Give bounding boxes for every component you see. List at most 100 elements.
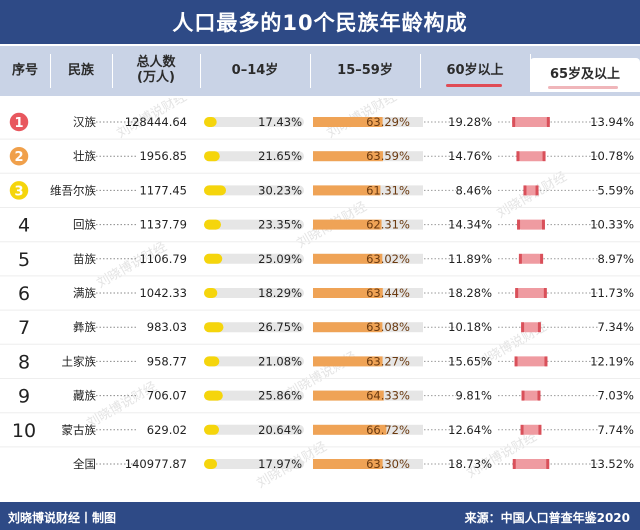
label-age-0-14: 17.43% bbox=[258, 115, 302, 129]
bar-age-65-cap bbox=[546, 459, 550, 469]
label-age-65-plus: 8.97% bbox=[597, 252, 634, 266]
bar-age-65-cap bbox=[512, 459, 516, 469]
label-age-65-plus: 13.52% bbox=[590, 457, 634, 471]
bar-age-15-59 bbox=[313, 459, 383, 469]
bar-track bbox=[204, 459, 304, 469]
bar-age-15-59 bbox=[313, 322, 383, 333]
bar-age-65-cap bbox=[515, 288, 519, 298]
rank-number: 3 bbox=[14, 184, 23, 199]
bar-age-15-59 bbox=[313, 117, 383, 127]
label-age-0-14: 26.75% bbox=[258, 320, 302, 334]
label-age-65-plus: 7.03% bbox=[597, 389, 634, 403]
label-age-0-14: 20.64% bbox=[258, 423, 302, 437]
bar-age-15-59 bbox=[313, 151, 383, 162]
header-divider bbox=[112, 54, 113, 88]
label-age-0-14: 21.65% bbox=[258, 149, 302, 163]
bar-track bbox=[204, 424, 304, 435]
ethnicity-name: 蒙古族 bbox=[62, 423, 97, 437]
bar-age-0-14 bbox=[204, 253, 223, 264]
bar-age-65-cap bbox=[541, 219, 545, 230]
label-age-15-59: 61.31% bbox=[366, 183, 410, 197]
chart-title: 人口最多的10个民族年龄构成 bbox=[0, 0, 640, 44]
bar-age-0-14 bbox=[204, 390, 223, 401]
bar-age-65-cap bbox=[544, 356, 548, 367]
label-age-15-59: 63.08% bbox=[366, 320, 410, 334]
bar-age-65-plus bbox=[520, 424, 542, 435]
label-age-0-14: 18.29% bbox=[258, 286, 302, 300]
bar-age-15-59 bbox=[313, 288, 383, 298]
total-population: 140977.87 bbox=[125, 457, 187, 471]
bar-age-0-14 bbox=[204, 356, 220, 367]
bar-age-65-plus bbox=[521, 322, 541, 333]
ethnicity-name: 彝族 bbox=[73, 320, 96, 334]
bar-track bbox=[204, 390, 304, 401]
total-population: 1106.79 bbox=[139, 252, 187, 266]
bar-age-65-cap bbox=[521, 390, 525, 401]
bar-age-65-cap bbox=[517, 219, 521, 230]
label-age-60-plus: 18.28% bbox=[448, 286, 492, 300]
age-65-underline bbox=[548, 86, 618, 89]
header-divider bbox=[310, 54, 311, 88]
label-age-0-14: 17.97% bbox=[258, 457, 302, 471]
ethnicity-name: 壮族 bbox=[73, 149, 96, 163]
label-age-60-plus: 9.81% bbox=[455, 389, 492, 403]
bar-age-65-plus bbox=[512, 459, 550, 469]
rank-badge bbox=[8, 179, 30, 202]
header-divider bbox=[50, 54, 51, 88]
bar-age-65-cap bbox=[543, 288, 547, 298]
footer-credit: 刘晓博说财经丨制图 bbox=[8, 511, 117, 525]
header-total: 总人数 (万人) bbox=[112, 46, 200, 96]
total-population: 958.77 bbox=[147, 354, 187, 368]
total-population: 1042.33 bbox=[139, 286, 187, 300]
bar-track bbox=[204, 253, 304, 264]
bar-age-65-cap bbox=[538, 424, 542, 435]
bar-age-0-14 bbox=[204, 219, 221, 230]
bar-age-65-plus bbox=[512, 117, 550, 127]
rank-number: 7 bbox=[18, 317, 30, 339]
column-header-row: 序号 民族 总人数 (万人) 0–14岁 15–59岁 60岁以上 65岁及以上 bbox=[0, 46, 640, 96]
label-age-15-59: 63.59% bbox=[366, 149, 410, 163]
age-60-underline bbox=[446, 84, 502, 87]
ethnicity-name: 回族 bbox=[73, 218, 96, 232]
bar-age-65-cap bbox=[512, 117, 516, 127]
bar-age-0-14 bbox=[204, 424, 220, 435]
label-age-65-plus: 12.19% bbox=[590, 354, 634, 368]
rank-number: 10 bbox=[12, 420, 36, 442]
ethnicity-name: 全国 bbox=[73, 457, 96, 471]
bar-age-15-59 bbox=[313, 219, 382, 230]
bar-age-65-cap bbox=[514, 356, 518, 367]
total-population: 706.07 bbox=[147, 389, 187, 403]
header-divider bbox=[200, 54, 201, 88]
label-age-15-59: 63.29% bbox=[366, 115, 410, 129]
watermark-text: 刘晓博说财经 bbox=[495, 169, 570, 221]
bar-age-65-cap bbox=[516, 151, 520, 162]
label-age-60-plus: 12.64% bbox=[448, 423, 492, 437]
rank-badge bbox=[8, 111, 30, 133]
bar-age-65-cap bbox=[546, 117, 550, 127]
footer-bar: 刘晓博说财经丨制图 来源：中国人口普查年鉴2020 bbox=[0, 502, 640, 530]
age-structure-table: 刘晓博说财经刘晓博说财经刘晓博说财经刘晓博说财经刘晓博说财经刘晓博说财经刘晓博说… bbox=[0, 98, 640, 491]
bar-age-65-plus bbox=[521, 390, 541, 401]
bar-age-65-cap bbox=[537, 322, 541, 333]
ethnicity-name: 苗族 bbox=[73, 252, 96, 266]
label-age-15-59: 64.33% bbox=[366, 389, 410, 403]
ethnicity-name: 土家族 bbox=[62, 354, 97, 368]
bar-age-65-plus bbox=[517, 219, 545, 230]
label-age-65-plus: 7.74% bbox=[597, 423, 634, 437]
bar-age-65-plus bbox=[518, 253, 544, 264]
label-age-15-59: 63.44% bbox=[366, 286, 410, 300]
ethnicity-name: 维吾尔族 bbox=[50, 183, 96, 197]
label-age-60-plus: 8.46% bbox=[455, 183, 492, 197]
bar-age-65-plus bbox=[523, 185, 539, 196]
bar-age-0-14 bbox=[204, 288, 218, 298]
bar-track bbox=[204, 117, 304, 127]
total-population: 1956.85 bbox=[139, 149, 187, 163]
bar-age-65-cap bbox=[521, 322, 525, 333]
ethnicity-name: 满族 bbox=[73, 286, 96, 300]
total-population: 1137.79 bbox=[139, 218, 187, 232]
header-age-60-plus: 60岁以上 bbox=[446, 62, 504, 78]
label-age-65-plus: 5.59% bbox=[597, 183, 634, 197]
header-ethnicity: 民族 bbox=[67, 62, 94, 78]
bar-age-0-14 bbox=[204, 185, 226, 196]
bar-track bbox=[204, 151, 304, 162]
